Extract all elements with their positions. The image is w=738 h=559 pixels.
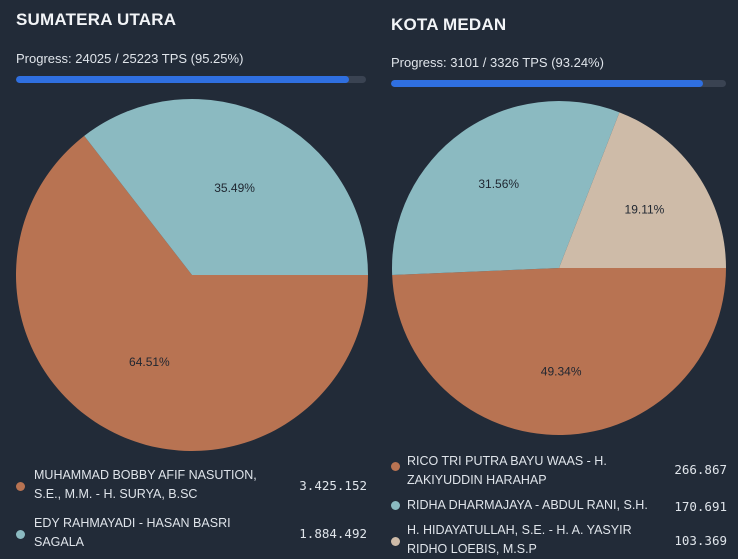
pie-slice[interactable] [84, 99, 368, 275]
legend-label: RICO TRI PUTRA BAYU WAAS - H. ZAKIYUDDIN… [407, 454, 607, 487]
pie-slice-label: 35.49% [214, 181, 255, 195]
pie-slice-label: 31.56% [478, 177, 519, 191]
legend-color-dot [16, 482, 25, 491]
pie-slice[interactable] [16, 135, 369, 452]
legend-value: 170.691 [674, 499, 727, 514]
progress-text: Progress: 3101 / 3326 TPS (93.24%) [391, 55, 604, 70]
legend-item[interactable]: EDY RAHMAYADI - HASAN BASRI SAGALA [16, 514, 276, 552]
pie-slice[interactable] [392, 268, 726, 435]
pie-slice-label: 19.11% [625, 203, 665, 217]
pie-slice-label: 64.51% [129, 355, 170, 369]
legend-color-dot [391, 462, 400, 471]
progress-bar [391, 80, 726, 87]
legend-item[interactable]: MUHAMMAD BOBBY AFIF NASUTION, S.E., M.M.… [16, 466, 276, 504]
progress-bar-fill [391, 80, 704, 87]
legend-color-dot [16, 530, 25, 539]
panel-sumatera-utara: SUMATERA UTARA Progress: 24025 / 25223 T… [16, 10, 369, 552]
legend-value: 266.867 [674, 462, 727, 477]
legend-label: MUHAMMAD BOBBY AFIF NASUTION, S.E., M.M.… [34, 468, 257, 501]
pie-chart: 49.34% 31.56% 19.11% [392, 100, 726, 435]
progress-bar-fill [16, 76, 350, 83]
legend-value: 1.884.492 [299, 526, 367, 541]
legend-label: EDY RAHMAYADI - HASAN BASRI SAGALA [34, 516, 231, 549]
legend-item[interactable]: RICO TRI PUTRA BAYU WAAS - H. ZAKIYUDDIN… [391, 452, 626, 490]
progress-bar [16, 76, 366, 83]
legend-color-dot [391, 537, 400, 546]
pie-chart: 64.51% 35.49% [16, 99, 369, 452]
progress-text: Progress: 24025 / 25223 TPS (95.25%) [16, 51, 244, 66]
legend-value: 3.425.152 [299, 478, 367, 493]
legend-label: RIDHA DHARMAJAYA - ABDUL RANI, S.H. [407, 498, 648, 512]
panel-kota-medan: KOTA MEDAN Progress: 3101 / 3326 TPS (93… [378, 0, 738, 556]
panel-title: KOTA MEDAN [391, 15, 507, 34]
legend-color-dot [391, 501, 400, 510]
legend-item[interactable]: RIDHA DHARMAJAYA - ABDUL RANI, S.H. [391, 496, 651, 515]
legend-label: H. HIDAYATULLAH, S.E. - H. A. YASYIR RID… [407, 523, 632, 556]
pie-slice-label: 49.34% [541, 365, 582, 379]
legend-value: 103.369 [674, 533, 727, 548]
pie-slice[interactable] [392, 100, 620, 275]
panel-title: SUMATERA UTARA [16, 10, 177, 29]
legend-item[interactable]: H. HIDAYATULLAH, S.E. - H. A. YASYIR RID… [391, 521, 641, 559]
pie-slice[interactable] [559, 112, 726, 269]
